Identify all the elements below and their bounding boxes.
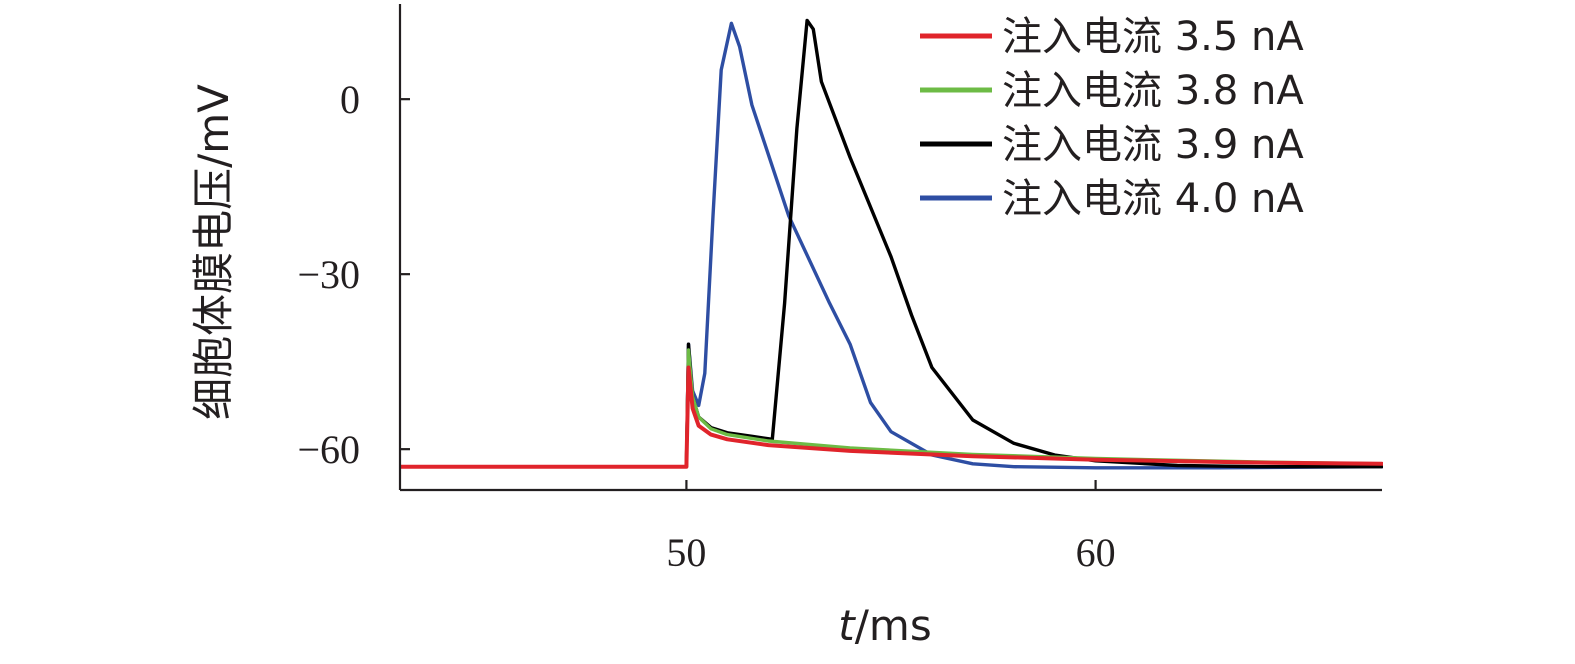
x-tick-label: 50 [666,530,706,575]
y-tick-label: 0 [340,77,360,122]
axes [398,4,1382,492]
legend-item: 注入电流 4.0 nA [920,176,1304,222]
tick-labels: 50 60 0 −30 −60 [297,77,1115,575]
x-axis-unit: /ms [855,601,932,650]
legend-item: 注入电流 3.5 nA [920,14,1304,60]
series-lines [400,18,1383,470]
x-tick-label: 60 [1076,530,1116,575]
y-axis-label: 细胞体膜电压/mV [189,84,238,420]
legend-label: 注入电流 3.8 nA [1002,68,1304,114]
x-axis-label: t/ms [838,601,931,650]
legend-label: 注入电流 4.0 nA [1002,176,1304,222]
series-line [400,21,1383,470]
y-tick-label: −60 [297,427,360,472]
legend-item: 注入电流 3.8 nA [920,68,1304,114]
legend: 注入电流 3.5 nA 注入电流 3.8 nA 注入电流 3.9 nA 注入电流 4.… [920,14,1304,222]
legend-label: 注入电流 3.9 nA [1002,122,1304,168]
series-line [400,348,1383,469]
y-tick-label: −30 [297,252,360,297]
legend-label: 注入电流 3.5 nA [1002,14,1304,60]
legend-item: 注入电流 3.9 nA [920,122,1304,168]
x-axis-variable: t [838,601,856,650]
series-line [400,365,1383,469]
